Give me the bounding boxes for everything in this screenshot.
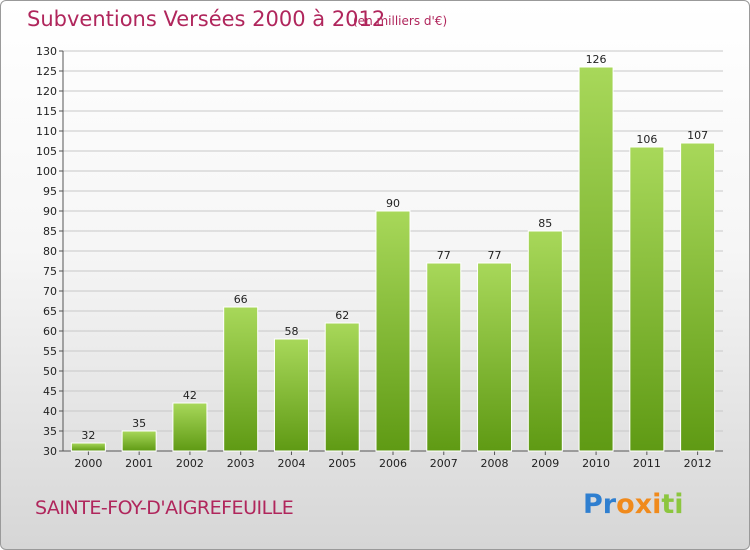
bar-2011 [629,146,665,452]
y-tick-label: 100 [36,165,57,178]
y-tick-label: 55 [43,345,57,358]
logo-letter: i [674,489,684,520]
value-label-2001: 35 [132,417,146,430]
y-tick-label: 35 [43,425,57,438]
x-tick-label-2010: 2010 [582,457,610,470]
y-tick-label: 65 [43,305,57,318]
bars [70,66,716,452]
y-tick-label: 125 [36,65,57,78]
y-tick-label: 115 [36,105,57,118]
value-label-2000: 32 [81,429,95,442]
bar-2012 [680,142,716,452]
x-tick-label-2007: 2007 [430,457,458,470]
logo-letter: i [652,489,662,520]
bar-2003 [223,306,259,452]
chart-title: Subventions Versées 2000 à 2012 [27,7,386,31]
logo-letter: t [661,489,675,520]
x-tick-label-2004: 2004 [277,457,305,470]
value-label-2012: 107 [687,129,708,142]
value-label-2011: 106 [636,133,657,146]
y-tick-label: 70 [43,285,57,298]
y-tick-label: 45 [43,385,57,398]
x-tick-label-2005: 2005 [328,457,356,470]
bar-2010 [578,66,614,452]
commune-name: SAINTE-FOY-D'AIGREFEUILLE [35,497,294,519]
value-label-2008: 77 [488,249,502,262]
y-tick-label: 130 [36,45,57,58]
y-tick-label: 30 [43,445,57,458]
x-tick-label-2001: 2001 [125,457,153,470]
chart-subtitle: (en milliers d'€) [353,14,448,28]
logo-letter: o [616,489,635,520]
bar-2000 [70,442,106,452]
bar-2007 [426,262,462,452]
bar-2009 [527,230,563,452]
bar-2006 [375,210,411,452]
x-tick-label-2006: 2006 [379,457,407,470]
y-tick-label: 40 [43,405,57,418]
x-tick-label-2009: 2009 [531,457,559,470]
value-labels: 32 35 42 66 58 62 90 77 77 85 126 106 107 [81,53,708,442]
value-label-2010: 126 [586,53,607,66]
proxiti-logo: Proxiti [583,489,684,520]
bar-2002 [172,402,208,452]
value-label-2007: 77 [437,249,451,262]
x-tick-label-2011: 2011 [633,457,661,470]
x-tick-label-2008: 2008 [481,457,509,470]
y-tick-label: 85 [43,225,57,238]
y-tick-label: 95 [43,185,57,198]
bar-2001 [121,430,157,452]
logo-letter: P [583,489,603,520]
value-label-2003: 66 [234,293,248,306]
bar-2008 [477,262,513,452]
value-label-2002: 42 [183,389,197,402]
y-tick-label: 50 [43,365,57,378]
x-tick-label-2002: 2002 [176,457,204,470]
bar-2005 [324,322,360,452]
y-tick-label: 105 [36,145,57,158]
logo-letter: r [602,489,617,520]
y-tick-label: 110 [36,125,57,138]
value-label-2005: 62 [335,309,349,322]
value-label-2009: 85 [538,217,552,230]
x-tick-label-2003: 2003 [227,457,255,470]
y-tick-label: 75 [43,265,57,278]
y-tick-label: 80 [43,245,57,258]
x-tick-label-2012: 2012 [684,457,712,470]
bar-2004 [273,338,309,452]
x-tick-label-2000: 2000 [74,457,102,470]
value-label-2004: 58 [284,325,298,338]
value-label-2006: 90 [386,197,400,210]
logo-letter: x [634,489,653,520]
y-tick-label: 120 [36,85,57,98]
y-tick-label: 60 [43,325,57,338]
y-tick-label: 90 [43,205,57,218]
